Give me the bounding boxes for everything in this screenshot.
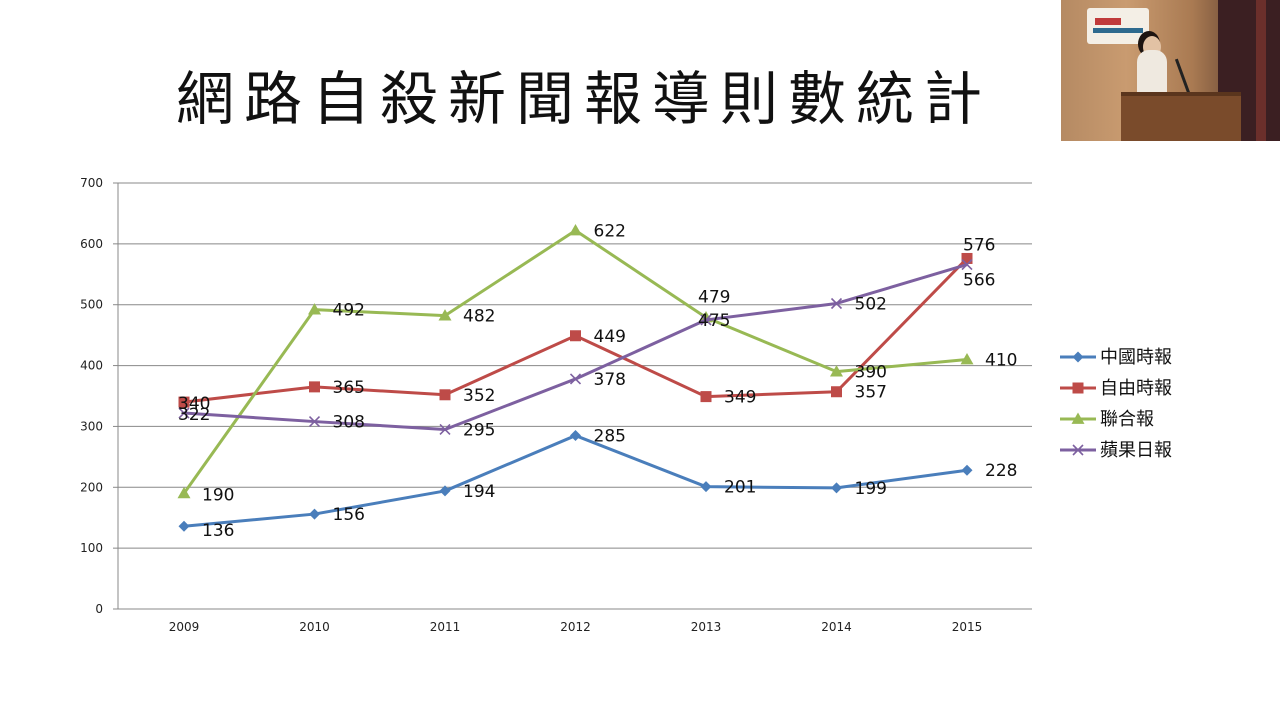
- chart-data-labels: 136 156 194 285 201 199 228 340 365 352 449 349 357 5…: [178, 221, 1017, 541]
- data-label: 390: [855, 363, 887, 383]
- series-蘋果日報-point: [308, 415, 321, 428]
- series-中國時報-point: [178, 520, 190, 532]
- x-tick-label: 2015: [952, 620, 983, 634]
- series-聯合報-point: [960, 352, 974, 365]
- legend-swatch-marker: [1072, 444, 1084, 456]
- data-label: 357: [855, 383, 887, 403]
- data-label: 566: [963, 271, 995, 291]
- chart-axes: 0 100 200 300 400 500 600 700 2009 2010 2011 2012 20…: [80, 176, 1032, 634]
- data-label: 340: [178, 394, 210, 414]
- series-自由時報-point: [178, 396, 190, 408]
- y-tick-label: 100: [80, 541, 103, 555]
- x-tick-label: 2009: [169, 620, 200, 634]
- x-tick-label: 2012: [560, 620, 591, 634]
- data-label: 228: [985, 461, 1017, 481]
- y-tick-label: 500: [80, 298, 103, 312]
- series-聯合報-point: [177, 486, 191, 499]
- data-label: 378: [594, 370, 626, 390]
- data-label: 410: [985, 350, 1017, 370]
- y-tick-label: 400: [80, 359, 103, 373]
- legend-swatch-marker: [1071, 412, 1085, 424]
- data-label: 622: [594, 221, 626, 241]
- series-聯合報-point: [438, 309, 452, 321]
- series-聯合報-point: [830, 365, 843, 377]
- legend-item: 蘋果日報: [1060, 440, 1172, 461]
- data-label: 308: [333, 413, 365, 433]
- series-蘋果日報-point: [830, 297, 843, 310]
- series-中國時報-line: [183, 434, 968, 528]
- legend-item: 自由時報: [1060, 378, 1172, 399]
- chart-series: [177, 223, 974, 532]
- series-聯合報-point: [569, 223, 582, 236]
- y-tick-label: 300: [80, 419, 103, 433]
- data-label: 352: [463, 386, 495, 406]
- series-自由時報-point: [831, 386, 842, 398]
- data-label: 576: [963, 235, 995, 255]
- data-label: 492: [333, 301, 365, 321]
- data-label: 194: [463, 482, 495, 502]
- series-自由時報-point: [309, 381, 320, 393]
- series-自由時報-point: [439, 389, 451, 401]
- series-蘋果日報-point: [700, 314, 712, 326]
- legend-swatch-marker: [1072, 382, 1084, 394]
- x-tick-label: 2010: [299, 620, 330, 634]
- data-label: 449: [594, 327, 626, 347]
- series-自由時報-point: [570, 330, 581, 342]
- series-中國時報-point: [309, 508, 320, 520]
- series-蘋果日報-point: [439, 423, 451, 436]
- data-label: 136: [202, 521, 234, 541]
- x-tick-label: 2013: [691, 620, 722, 634]
- slide-title: 網路自殺新聞報導則數統計: [176, 65, 993, 133]
- legend-label: 自由時報: [1100, 378, 1172, 399]
- legend-label: 中國時報: [1100, 347, 1172, 368]
- series-中國時報-point: [700, 481, 712, 493]
- series-自由時報-point: [961, 252, 973, 264]
- y-tick-label: 600: [80, 237, 103, 251]
- series-中國時報-point: [961, 464, 973, 476]
- data-label: 482: [463, 307, 495, 327]
- series-中國時報-point: [831, 482, 842, 494]
- series-蘋果日報-point: [178, 407, 190, 419]
- chart-grid: [118, 182, 1032, 549]
- speaker-video-inset: [1061, 0, 1280, 141]
- data-label: 322: [178, 405, 210, 425]
- series-聯合報-point: [308, 303, 321, 315]
- legend-swatch-marker: [1072, 351, 1084, 363]
- data-label: 295: [463, 420, 495, 440]
- data-label: 479: [698, 287, 730, 307]
- data-label: 156: [333, 505, 365, 525]
- data-label: 199: [855, 479, 887, 499]
- data-label: 502: [855, 294, 887, 314]
- x-tick-label: 2011: [430, 620, 461, 634]
- y-tick-label: 0: [95, 602, 103, 616]
- y-tick-label: 700: [80, 176, 103, 190]
- series-中國時報-point: [570, 430, 581, 442]
- series-蘋果日報-point: [961, 258, 973, 271]
- series-自由時報-point: [700, 391, 712, 403]
- legend-label: 聯合報: [1100, 409, 1154, 430]
- y-tick-label: 200: [80, 480, 103, 494]
- data-label: 349: [724, 388, 756, 408]
- data-label: 285: [594, 427, 626, 447]
- series-蘋果日報-line: [183, 263, 968, 431]
- data-label: 365: [333, 378, 365, 398]
- series-聯合報-line: [182, 228, 968, 495]
- series-蘋果日報-point: [569, 373, 582, 385]
- legend-label: 蘋果日報: [1100, 440, 1172, 461]
- legend-item: 聯合報: [1060, 409, 1154, 430]
- podium: [1121, 92, 1241, 141]
- legend-item: 中國時報: [1060, 347, 1172, 368]
- series-中國時報-point: [439, 485, 451, 497]
- data-label: 190: [202, 485, 234, 505]
- data-label: 475: [698, 311, 730, 331]
- data-label: 201: [724, 478, 756, 498]
- x-tick-label: 2014: [821, 620, 852, 634]
